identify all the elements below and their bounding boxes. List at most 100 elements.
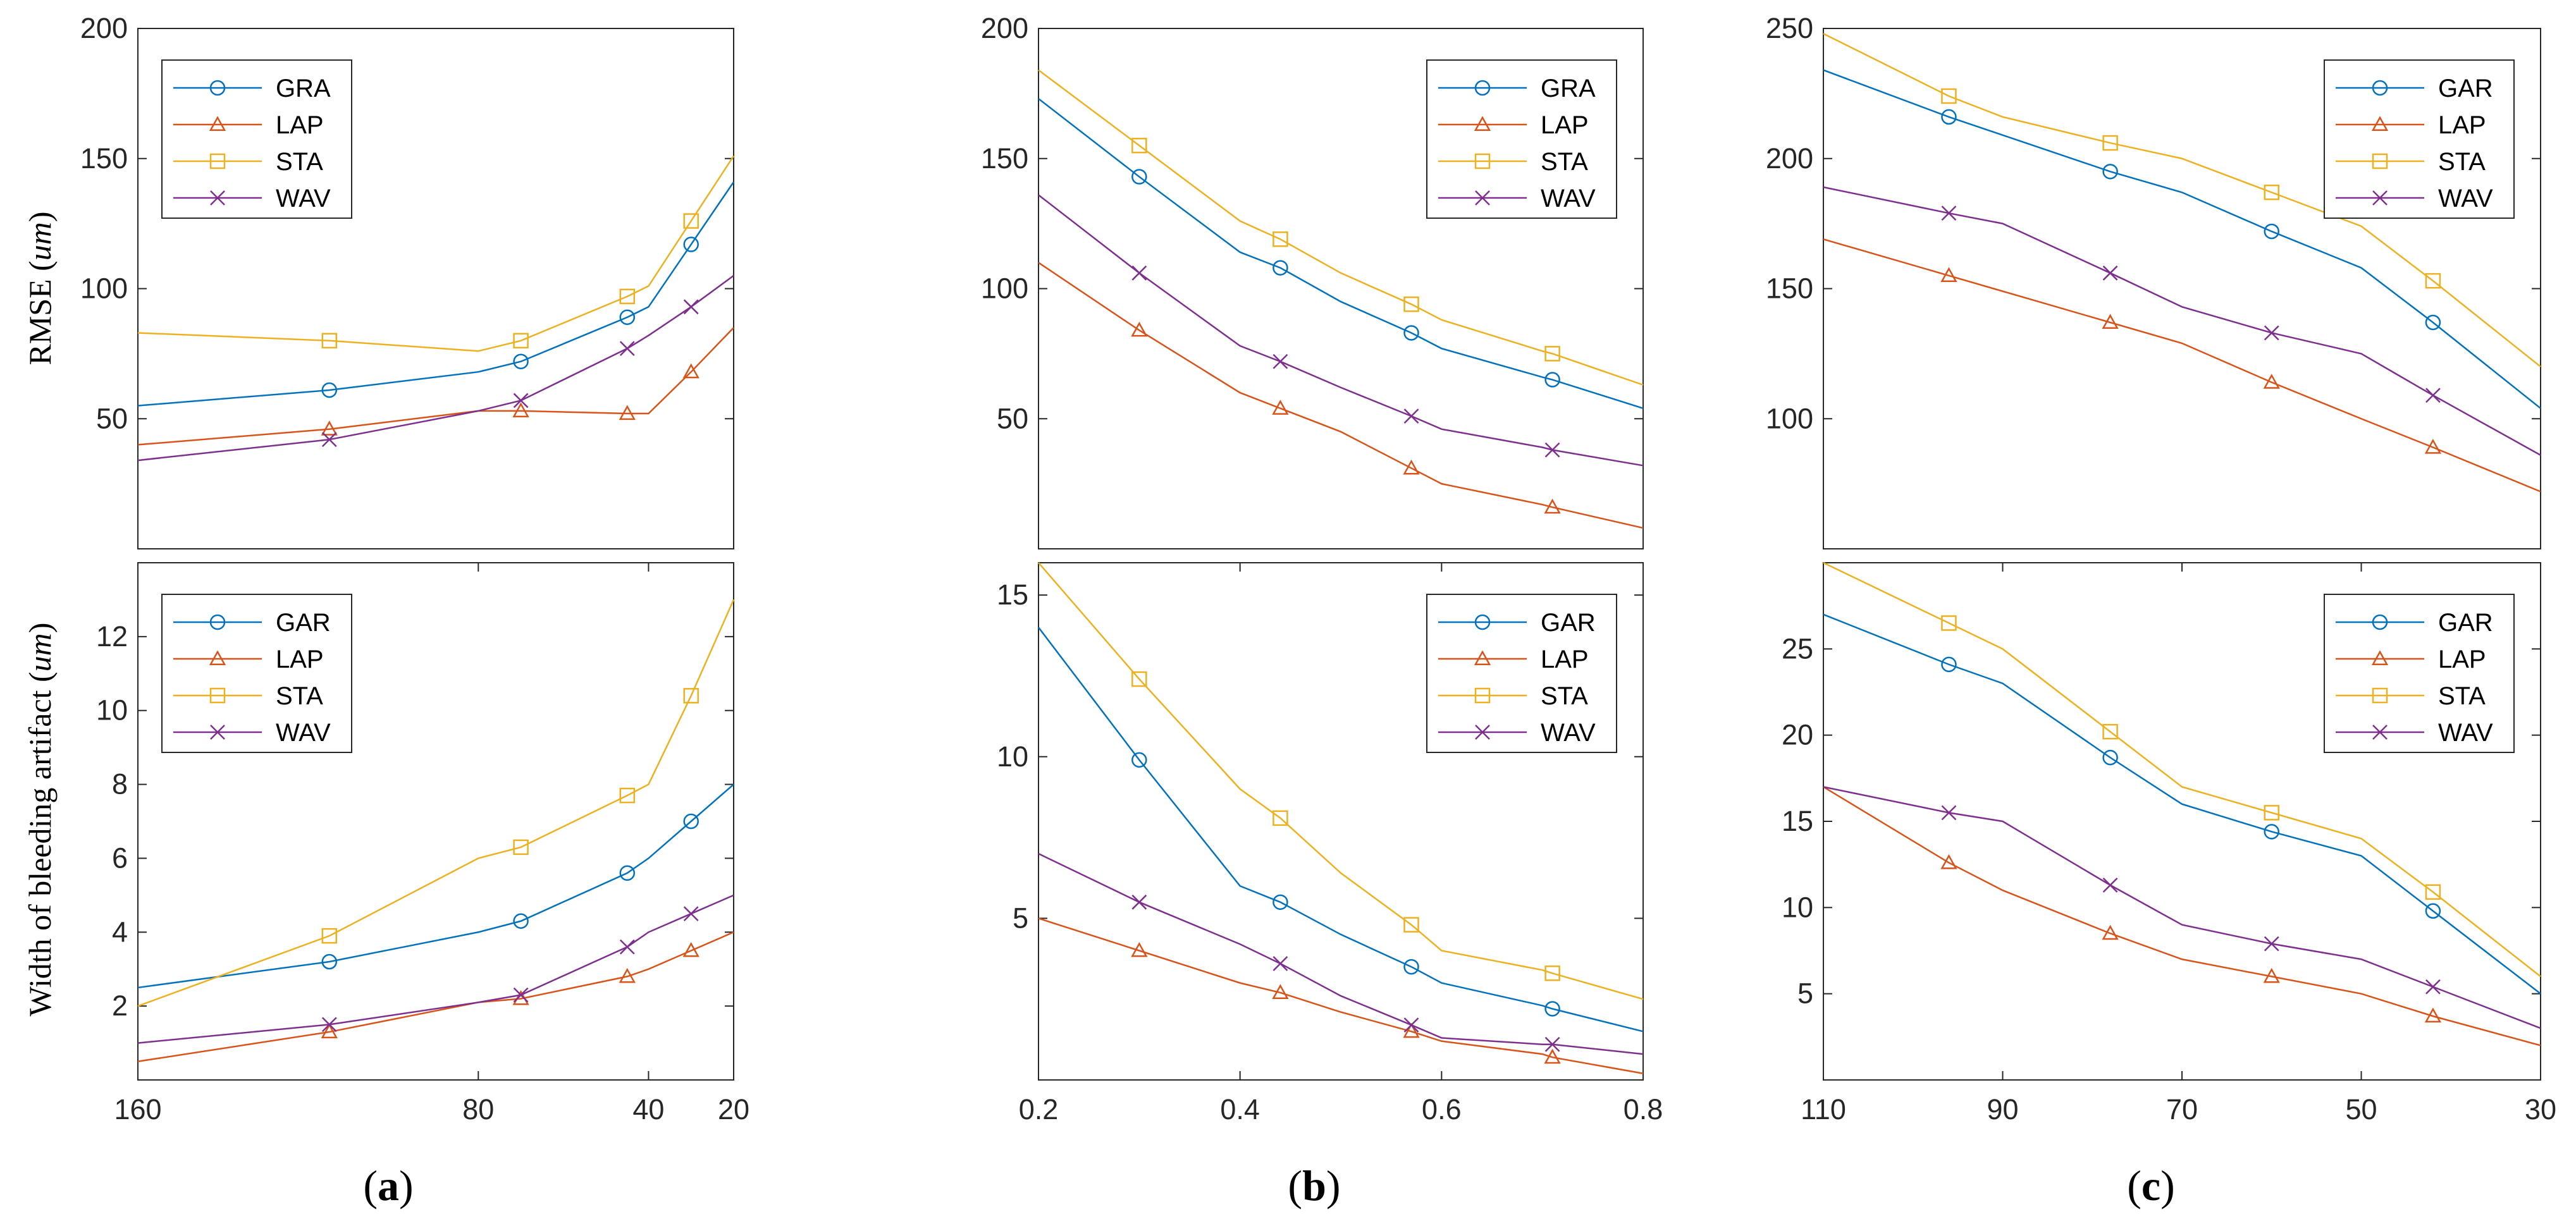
series-sta bbox=[1038, 562, 1644, 1000]
panel-label-close: ) bbox=[1326, 1162, 1341, 1210]
chart-a-top: 50 100 150 200 GRA LAP STA WAV RMSE (um) bbox=[22, 12, 735, 549]
series-lap bbox=[1823, 238, 2541, 493]
data-point bbox=[1403, 325, 1419, 341]
series-line bbox=[1823, 186, 2541, 456]
data-point bbox=[1131, 941, 1148, 957]
series-line bbox=[1038, 98, 1644, 409]
legend-marker bbox=[1474, 153, 1491, 169]
data-point bbox=[1544, 346, 1560, 362]
chart-b-top: 50 100 150 200 GRA LAP STA WAV bbox=[981, 12, 1644, 549]
chart-c-top: 100 150 200 250 GAR LAP STA WAV bbox=[1766, 12, 2541, 549]
x-tick-label: 0.4 bbox=[1220, 1093, 1260, 1125]
y-tick-label: 6 bbox=[112, 842, 128, 874]
legend-label: STA bbox=[2438, 148, 2486, 176]
legend-entry: GAR bbox=[2336, 75, 2493, 102]
panel-label-letter: c bbox=[2142, 1162, 2160, 1210]
legend-box bbox=[1426, 59, 1617, 219]
legend-marker bbox=[1475, 190, 1490, 205]
data-point bbox=[321, 953, 338, 970]
legend-label: STA bbox=[1541, 148, 1588, 176]
y-tick-label: 150 bbox=[981, 142, 1028, 175]
y-axis-label-suffix: ) bbox=[22, 623, 58, 634]
y-tick-label: 200 bbox=[981, 12, 1028, 44]
data-point bbox=[1273, 231, 1288, 247]
panel-label-open: ( bbox=[1288, 1162, 1302, 1210]
y-tick-label: 5 bbox=[1013, 902, 1028, 934]
data-point bbox=[513, 913, 529, 929]
data-point bbox=[1403, 408, 1419, 424]
data-point bbox=[619, 288, 636, 305]
legend-entry: GAR bbox=[1438, 609, 1596, 637]
data-point bbox=[1403, 1017, 1419, 1033]
data-point bbox=[2264, 824, 2279, 840]
chart-b-bottom: 5 10 15 0.2 0.4 0.6 0.8 GAR LAP STA WAV bbox=[997, 562, 1663, 1125]
data-point bbox=[1940, 267, 1957, 282]
legend-label: LAP bbox=[2438, 111, 2486, 139]
series-line bbox=[1823, 33, 2541, 367]
data-point bbox=[2264, 223, 2279, 240]
y-tick-label: 12 bbox=[96, 620, 128, 653]
legend-label: WAV bbox=[2438, 185, 2493, 212]
x-tick-label: 30 bbox=[2525, 1093, 2556, 1125]
series-gar bbox=[137, 783, 734, 989]
y-tick-label: 10 bbox=[1782, 891, 1813, 923]
legend-entry: WAV bbox=[173, 719, 331, 747]
legend-entry: LAP bbox=[173, 646, 324, 673]
series-wav bbox=[137, 894, 734, 1044]
series-gra bbox=[1038, 98, 1644, 409]
data-point bbox=[2424, 438, 2442, 454]
panel-label-close: ) bbox=[2160, 1162, 2175, 1210]
series-line bbox=[1823, 561, 2541, 978]
legend-entry: STA bbox=[2336, 682, 2486, 710]
data-point bbox=[1131, 894, 1147, 910]
series-line bbox=[1823, 613, 2541, 995]
y-tick-label: 4 bbox=[112, 916, 128, 948]
legend-marker bbox=[209, 614, 226, 630]
y-tick-label: 2 bbox=[112, 990, 128, 1022]
legend-marker bbox=[210, 725, 225, 740]
series-line bbox=[1823, 786, 2541, 1046]
data-point bbox=[1941, 88, 1957, 104]
y-tick-label: 15 bbox=[997, 579, 1028, 611]
legend-box bbox=[161, 594, 352, 753]
data-point bbox=[321, 1023, 338, 1039]
data-point bbox=[1273, 260, 1288, 276]
data-point bbox=[1940, 854, 1957, 869]
legend-marker bbox=[1474, 650, 1491, 666]
data-point bbox=[512, 402, 529, 417]
y-tick-label: 100 bbox=[1766, 402, 1813, 434]
data-point bbox=[2102, 723, 2118, 740]
legend-entry: GRA bbox=[1438, 75, 1596, 102]
data-point bbox=[683, 299, 699, 315]
data-point bbox=[1273, 894, 1288, 910]
data-point bbox=[2264, 805, 2279, 821]
legend-marker bbox=[209, 116, 226, 132]
data-point bbox=[513, 393, 529, 408]
series-wav bbox=[1823, 186, 2541, 456]
series-line bbox=[1038, 69, 1644, 386]
data-point bbox=[2102, 749, 2118, 766]
y-axis-label-prefix: Width of bleeding artifact ( bbox=[22, 671, 58, 1016]
legend-label: GAR bbox=[1541, 609, 1596, 637]
series-sta bbox=[137, 155, 735, 352]
plot-area bbox=[1038, 562, 1644, 1081]
data-point bbox=[1941, 805, 1957, 821]
data-point bbox=[321, 928, 338, 944]
legend-box bbox=[1426, 594, 1617, 753]
y-tick-label: 200 bbox=[1766, 142, 1813, 175]
y-tick-label: 8 bbox=[112, 768, 128, 800]
legend-label: WAV bbox=[1541, 719, 1596, 747]
data-point bbox=[1131, 265, 1147, 281]
legend-entry: GRA bbox=[173, 75, 331, 102]
data-point bbox=[1272, 400, 1289, 415]
data-point bbox=[2263, 374, 2280, 389]
data-point bbox=[513, 839, 529, 855]
data-point bbox=[321, 333, 338, 349]
data-point bbox=[321, 420, 338, 436]
series-line bbox=[137, 155, 735, 352]
panel-label: (a) bbox=[363, 1162, 413, 1210]
legend-label: LAP bbox=[276, 111, 324, 139]
panel-label-open: ( bbox=[2127, 1162, 2142, 1210]
